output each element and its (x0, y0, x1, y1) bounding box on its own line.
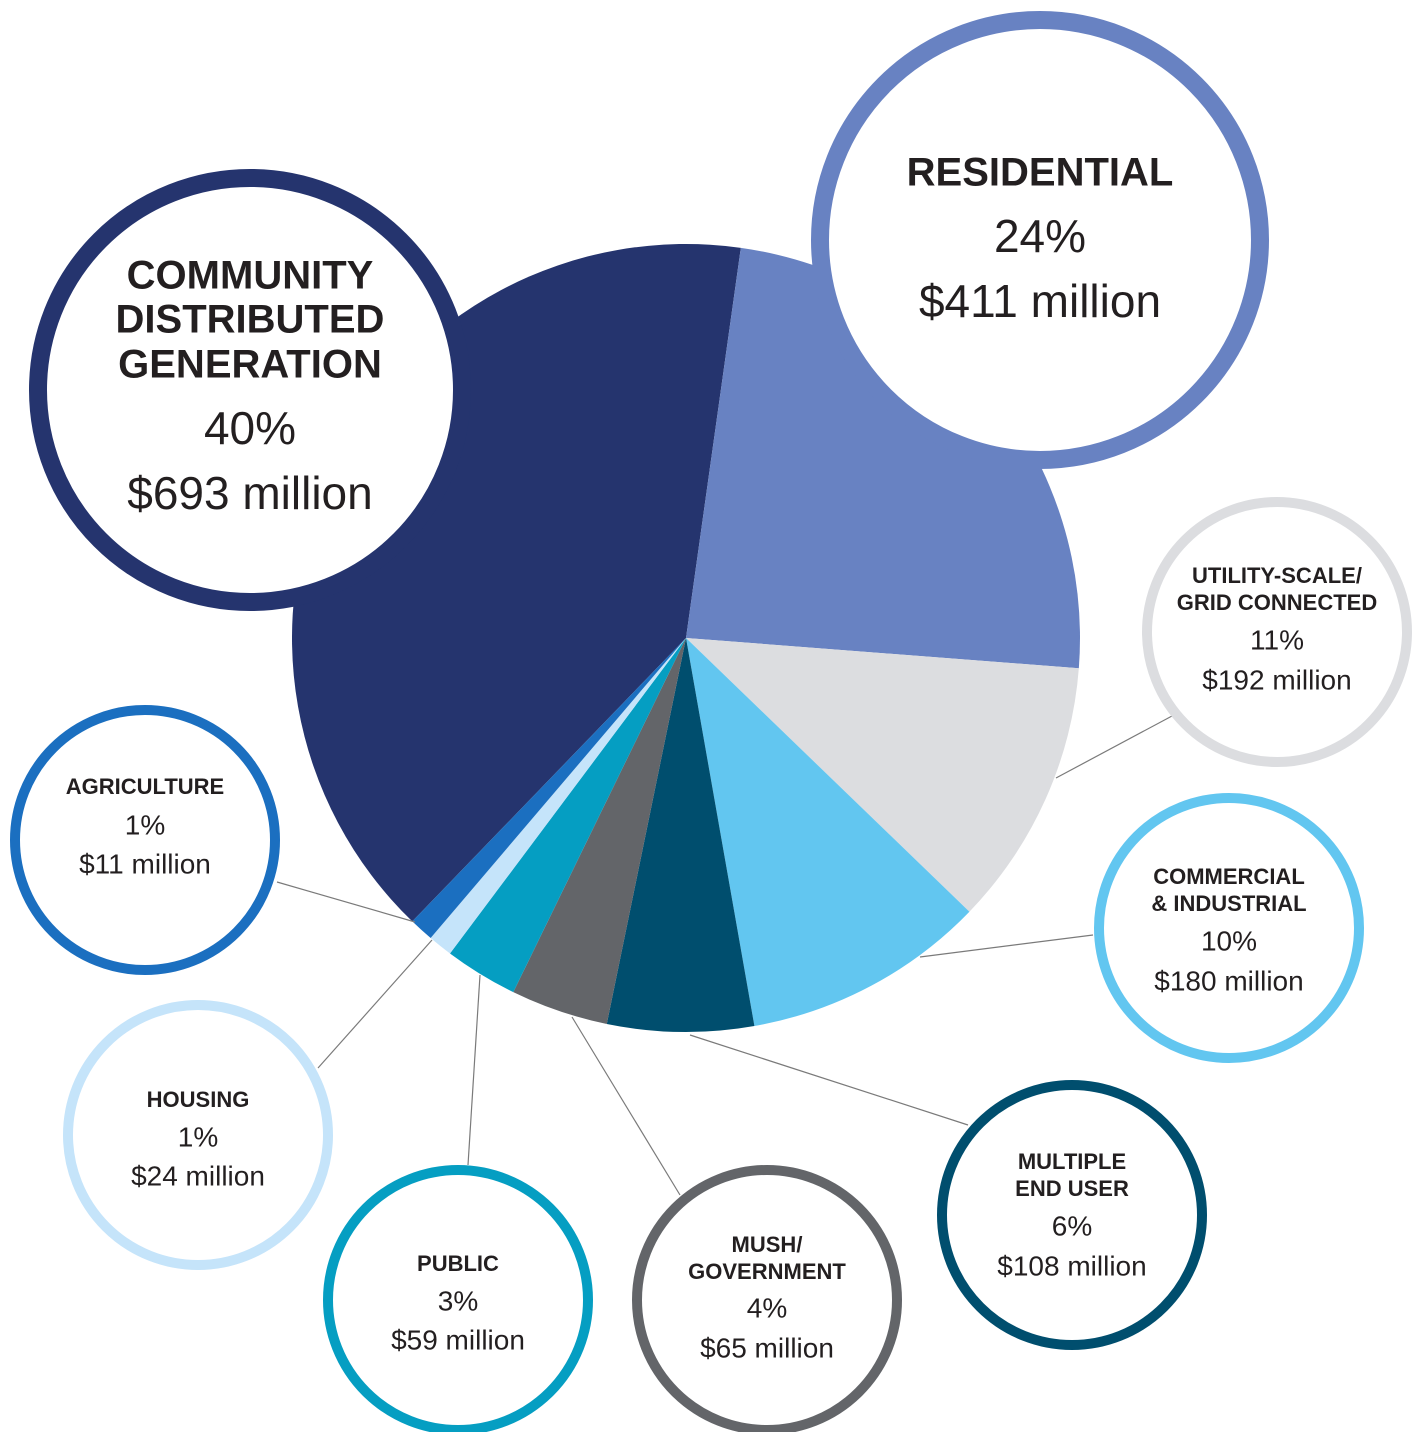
category-label: END USER (1015, 1176, 1129, 1201)
amount-label: $411 million (919, 275, 1161, 327)
callout-circle (10, 705, 280, 975)
category-label: GENERATION (118, 343, 382, 387)
amount-label: $24 million (131, 1160, 265, 1191)
amount-label: $108 million (997, 1250, 1146, 1281)
callout-circle (937, 1080, 1207, 1350)
percent-label: 24% (994, 210, 1086, 262)
leader-line (276, 881, 416, 923)
category-label: AGRICULTURE (66, 774, 224, 799)
leader-line (571, 1016, 681, 1196)
pie-slice (430, 638, 686, 954)
leader-lines (276, 715, 1173, 1196)
callout-circle (323, 1165, 593, 1432)
percent-label: 1% (178, 1121, 218, 1152)
pie-slice (412, 638, 686, 939)
category-label: COMMUNITY (127, 254, 374, 298)
amount-label: $180 million (1154, 965, 1303, 996)
pie-slice (686, 638, 970, 1027)
leader-line (317, 939, 433, 1069)
category-label: PUBLIC (417, 1251, 499, 1276)
amount-label: $59 million (391, 1324, 525, 1355)
amount-label: $11 million (79, 848, 211, 879)
callout-circle (632, 1165, 902, 1432)
amount-label: $693 million (127, 467, 372, 519)
category-label: COMMERCIAL (1153, 864, 1305, 889)
callout-circle (1142, 497, 1412, 767)
category-label: GRID CONNECTED (1177, 590, 1377, 615)
percent-label: 3% (438, 1285, 478, 1316)
category-label: UTILITY-SCALE/ (1192, 563, 1362, 588)
category-label: DISTRIBUTED (116, 298, 385, 342)
percent-label: 11% (1250, 624, 1304, 655)
category-label: GOVERNMENT (688, 1259, 846, 1284)
amount-label: $192 million (1202, 664, 1351, 695)
pie-slice (513, 638, 686, 1024)
callout-circle (63, 1000, 333, 1270)
leader-line (689, 1034, 969, 1126)
category-label: RESIDENTIAL (907, 151, 1174, 195)
percent-label: 6% (1052, 1210, 1092, 1241)
pie-slice (686, 247, 1080, 669)
category-label: & INDUSTRIAL (1151, 891, 1306, 916)
percent-label: 40% (204, 402, 296, 454)
amount-label: $65 million (700, 1332, 834, 1363)
pie-slice (606, 638, 755, 1032)
leader-line (1055, 715, 1173, 779)
callout-circle (1094, 793, 1364, 1063)
callout-circle (811, 11, 1269, 469)
category-label: MUSH/ (732, 1232, 803, 1257)
leader-line (467, 974, 481, 1166)
percent-label: 4% (747, 1292, 787, 1323)
callout-circle (29, 169, 471, 611)
percent-label: 10% (1201, 925, 1257, 956)
leader-line (919, 934, 1094, 958)
percent-label: 1% (125, 809, 165, 840)
pie-slice (449, 638, 686, 993)
category-label: MULTIPLE (1018, 1149, 1126, 1174)
category-label: HOUSING (147, 1087, 250, 1112)
pie-slice (686, 638, 1079, 912)
